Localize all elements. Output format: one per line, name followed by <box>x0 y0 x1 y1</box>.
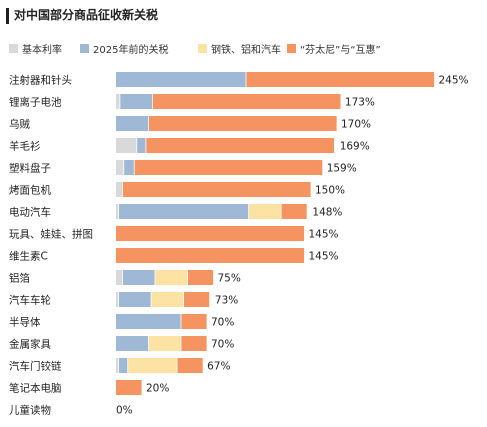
bar-segment-steel <box>155 270 188 285</box>
category-label: 电动汽车 <box>9 206 51 219</box>
bar-segment-fentanyl <box>116 380 142 395</box>
bar-segment-fentanyl <box>122 182 311 197</box>
category-label: 铝箔 <box>9 272 30 285</box>
bar-segment-fentanyl <box>116 248 305 263</box>
bar-segment-pre2025 <box>116 336 149 351</box>
total-value-label: 70% <box>211 317 234 329</box>
category-label: 维生素C <box>9 250 48 263</box>
category-label: 儿童读物 <box>9 404 51 417</box>
legend-label-fentanyl: “芬太尼”与“互惠” <box>300 43 381 56</box>
category-label: 塑料盘子 <box>9 162 51 175</box>
bar-segment-pre2025 <box>118 358 128 373</box>
bar-segment-fentanyl <box>152 94 341 109</box>
category-label: 烤面包机 <box>9 184 51 197</box>
total-value-label: 67% <box>207 361 230 373</box>
bar-segment-fentanyl <box>116 226 305 241</box>
legend-label-pre2025: 2025年前的关税 <box>93 43 168 56</box>
category-label: 汽车车轮 <box>9 294 51 307</box>
bar-segment-base <box>116 292 119 307</box>
bar-segment-fentanyl <box>187 270 214 285</box>
category-label: 笔记本电脑 <box>9 382 62 395</box>
bar-segment-fentanyl <box>145 138 335 153</box>
bar-segment-steel <box>148 336 181 351</box>
legend-swatch-steel <box>198 44 207 53</box>
bar-segment-pre2025 <box>118 204 249 219</box>
bar-segment-fentanyl <box>281 204 308 219</box>
chart-title: 对中国部分商品征收新关税 <box>14 8 159 22</box>
category-label: 乌贼 <box>9 118 30 131</box>
total-value-label: 145% <box>309 229 339 241</box>
title-accent-bar <box>6 8 9 24</box>
total-value-label: 73% <box>215 295 238 307</box>
category-label: 锂离子电池 <box>9 96 62 109</box>
legend-swatch-pre2025 <box>80 44 89 53</box>
bar-segment-pre2025 <box>122 270 155 285</box>
chart-title-wrap: 对中国部分商品征收新关税 <box>6 4 466 26</box>
total-value-label: 75% <box>218 273 241 285</box>
bar-segment-pre2025 <box>116 72 246 87</box>
legend-label-steel: 钢铁、铝和汽车 <box>211 43 281 56</box>
total-value-label: 145% <box>309 251 339 263</box>
bar-segment-pre2025 <box>118 292 152 307</box>
legend-label-base: 基本利率 <box>22 43 62 56</box>
total-value-label: 0% <box>116 405 133 417</box>
bar-segment-base <box>116 160 124 175</box>
legend-swatch-base <box>9 44 18 53</box>
bar-segment-fentanyl <box>183 292 210 307</box>
bar-segment-fentanyl <box>181 336 207 351</box>
bar-segment-pre2025 <box>119 94 153 109</box>
category-label: 注射器和针头 <box>9 74 72 87</box>
bar-segment-base <box>116 270 123 285</box>
bar-segment-pre2025 <box>116 116 149 131</box>
bar-segment-steel <box>248 204 282 219</box>
total-value-label: 150% <box>315 185 345 197</box>
bar-segment-base <box>116 138 137 153</box>
category-label: 金属家具 <box>9 338 51 351</box>
total-value-label: 169% <box>340 141 370 153</box>
total-value-label: 159% <box>327 163 357 175</box>
bar-segment-base <box>116 358 119 373</box>
legend-swatch-fentanyl <box>287 44 296 53</box>
bar-segment-pre2025 <box>116 314 181 329</box>
total-value-label: 20% <box>146 383 169 395</box>
bar-segment-fentanyl <box>134 160 323 175</box>
bar-segment-base <box>116 182 123 197</box>
total-value-label: 245% <box>439 75 469 87</box>
category-label: 玩具、娃娃、拼图 <box>9 228 93 241</box>
category-label: 羊毛衫 <box>9 140 41 153</box>
bar-segment-fentanyl <box>181 314 207 329</box>
category-label: 半导体 <box>9 316 41 329</box>
bar-segment-base <box>116 94 120 109</box>
bar-segment-base <box>116 204 119 219</box>
bar-segment-fentanyl <box>177 358 204 373</box>
total-value-label: 170% <box>341 119 371 131</box>
bar-segment-steel <box>127 358 178 373</box>
bar-segment-fentanyl <box>148 116 337 131</box>
total-value-label: 148% <box>312 207 342 219</box>
bar-segment-steel <box>151 292 184 307</box>
total-value-label: 70% <box>211 339 234 351</box>
category-label: 汽车门铰链 <box>9 360 62 373</box>
bar-segment-pre2025 <box>123 160 135 175</box>
bar-segment-fentanyl <box>246 72 435 87</box>
total-value-label: 173% <box>345 97 375 109</box>
bar-segment-pre2025 <box>136 138 146 153</box>
